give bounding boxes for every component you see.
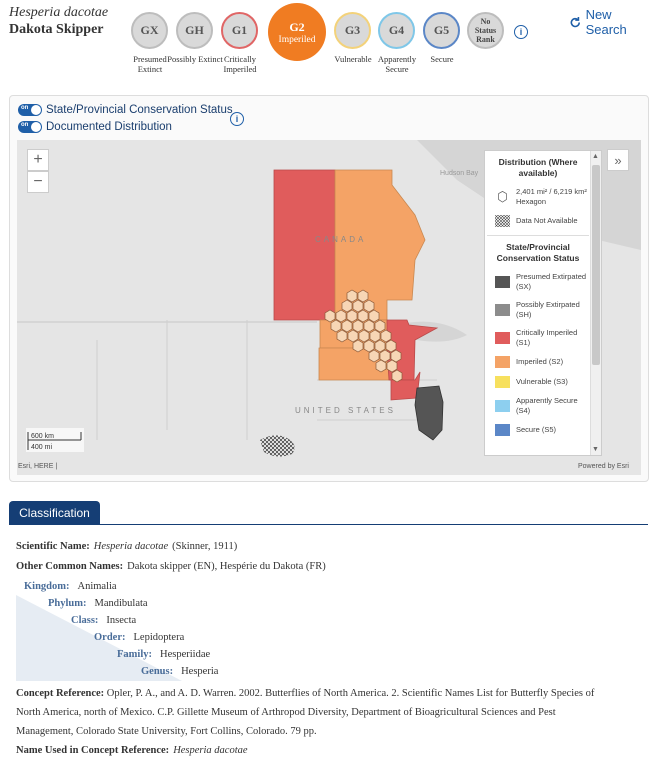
name-used-value: Hesperia dacotae	[173, 745, 248, 756]
zoom-in-button[interactable]: +	[27, 149, 49, 171]
scientific-name-row: Scientific Name: Hesperia dacotae (Skinn…	[16, 536, 237, 554]
canada-label: CANADA	[315, 235, 366, 244]
tax-kingdom: Kingdom: Animalia	[24, 581, 117, 592]
rank-g4[interactable]: G4	[378, 12, 415, 49]
rank-g2-current[interactable]: G2 Imperiled	[268, 3, 326, 61]
tax-phylum: Phylum: Mandibulata	[48, 598, 148, 609]
legend-item-s3: Vulnerable (S3)	[487, 376, 589, 388]
rank-info-icon[interactable]: i	[514, 25, 528, 39]
scale-mi: 400 mi	[31, 444, 52, 451]
scale-km: 600 km	[31, 433, 54, 440]
rank-g3[interactable]: G3	[334, 12, 371, 49]
rank-g4-circle[interactable]: G4	[378, 12, 415, 49]
state-status-toggle-label: State/Provincial Conservation Status	[46, 104, 233, 116]
name-used-label: Name Used in Concept Reference:	[16, 745, 170, 756]
legend-item-s2: Imperiled (S2)	[487, 356, 589, 368]
rank-g2-label: Imperiled	[278, 34, 316, 45]
legend-scrollbar[interactable]: ▲ ▼	[590, 151, 601, 455]
other-common-value: Dakota skipper (EN), Hespérie du Dakota …	[127, 561, 326, 572]
concept-reference: Concept Reference: Opler, P. A., and A. …	[16, 688, 595, 737]
taxonomy-wedge	[16, 595, 182, 681]
new-search-link[interactable]: New Search	[569, 7, 654, 37]
tax-family: Family: Hesperiidae	[117, 649, 211, 660]
distribution-toggle[interactable]: on	[18, 121, 42, 133]
rank-g5-caption: Secure	[430, 54, 454, 64]
common-name-heading: Dakota Skipper	[9, 22, 104, 37]
legend-distribution-title: Distribution (Where available)	[498, 157, 578, 178]
other-common-row: Other Common Names: Dakota skipper (EN),…	[16, 556, 326, 574]
tab-rule	[9, 524, 648, 525]
rank-gx-circle[interactable]: GX	[131, 12, 168, 49]
concept-reference-label: Concept Reference:	[16, 688, 105, 699]
legend-hexagon: 2,401 mi² / 6,219 km² Hexagon	[487, 187, 589, 207]
toggle-distribution-row[interactable]: on Documented Distribution	[18, 121, 172, 133]
hudson-bay-label: Hudson Bay	[440, 170, 479, 177]
rank-no-status[interactable]: No Status Rank	[467, 12, 504, 49]
rank-g1[interactable]: G1	[221, 12, 258, 49]
state-status-toggle[interactable]: on	[18, 104, 42, 116]
scientific-author: (Skinner, 1911)	[172, 541, 238, 552]
toggle-state-status-row[interactable]: on State/Provincial Conservation Status	[18, 104, 233, 116]
legend-item-s1: Critically Imperiled (S1)	[487, 328, 589, 348]
rank-gx-caption: Presumed Extinct	[133, 54, 167, 74]
map-legend[interactable]: ▲ ▼ Distribution (Where available) 2,401…	[484, 150, 602, 456]
rank-g2-code: G2	[289, 19, 305, 34]
rank-gx[interactable]: GX	[131, 12, 168, 49]
rank-gh[interactable]: GH	[176, 12, 213, 49]
legend-status-title: State/Provincial Conservation Status	[496, 242, 580, 263]
tab-classification[interactable]: Classification	[9, 501, 100, 525]
map-info-icon[interactable]: i	[230, 112, 244, 126]
scientific-name-label: Scientific Name:	[16, 541, 90, 552]
rank-g3-circle[interactable]: G3	[334, 12, 371, 49]
legend-no-data: Data Not Available	[487, 215, 589, 227]
rank-g5[interactable]: G5	[423, 12, 460, 49]
tax-genus: Genus: Hesperia	[141, 666, 219, 677]
scientific-name-value: Hesperia dacotae	[93, 541, 169, 552]
tax-order: Order: Lepidoptera	[94, 632, 185, 643]
legend-item-sx: Presumed Extirpated (SX)	[487, 272, 589, 292]
rank-gh-circle[interactable]: GH	[176, 12, 213, 49]
legend-item-s5: Secure (S5)	[487, 424, 589, 436]
hexagon-icon	[498, 191, 507, 203]
legend-item-sh: Possibly Extirpated (SH)	[487, 300, 589, 320]
rank-g4-caption: Apparently Secure	[377, 54, 417, 74]
map-attribution: Esri, HERE |	[18, 463, 58, 470]
rank-g1-caption: Critically Imperiled	[223, 54, 257, 74]
hatch-icon	[495, 215, 510, 227]
rank-gh-caption: Possibly Extinct	[167, 54, 223, 64]
refresh-icon	[570, 16, 580, 27]
legend-item-s4: Apparently Secure (S4)	[487, 396, 589, 416]
zoom-out-button[interactable]: −	[27, 171, 49, 193]
rank-g3-caption: Vulnerable	[334, 54, 372, 64]
rank-g5-circle[interactable]: G5	[423, 12, 460, 49]
distribution-toggle-label: Documented Distribution	[46, 121, 172, 133]
tax-class: Class: Insecta	[71, 615, 137, 626]
legend-expand-button[interactable]: »	[607, 149, 629, 171]
name-used-row: Name Used in Concept Reference: Hesperia…	[16, 740, 248, 758]
united-states-label: UNITED STATES	[295, 406, 396, 415]
new-search-label: New Search	[585, 7, 627, 37]
scientific-name-heading: Hesperia dacotae	[9, 5, 109, 20]
map-powered-by: Powered by Esri	[578, 463, 629, 470]
other-common-label: Other Common Names:	[16, 561, 124, 572]
rank-g1-circle[interactable]: G1	[221, 12, 258, 49]
